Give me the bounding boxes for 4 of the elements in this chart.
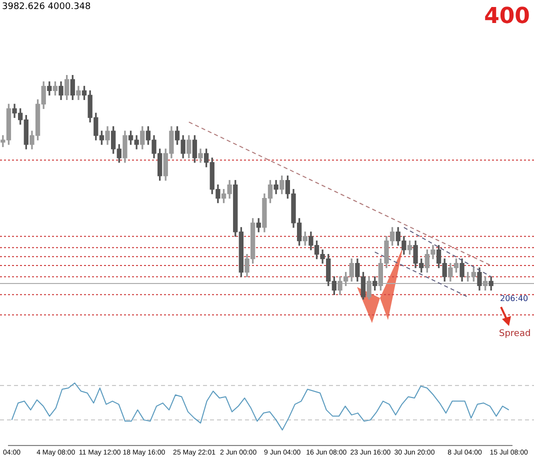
text: 400 [484,4,530,29]
text: Spread [499,329,531,339]
text: 206:40 [500,294,528,303]
text: 3982.626 4000.348 [2,2,91,12]
